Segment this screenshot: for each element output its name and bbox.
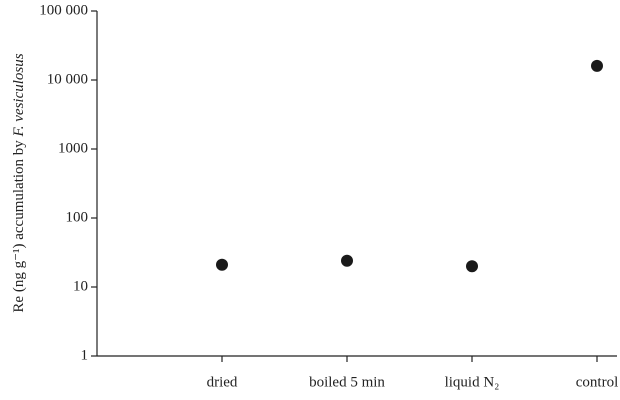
y-axis-label-species: F. vesiculosus: [11, 53, 27, 137]
data-point: [591, 59, 603, 72]
x-tick-label: dried: [207, 374, 238, 390]
y-tick-label: 10 000: [47, 71, 88, 87]
y-axis-label-text: Re (ng g⁻¹) accumulation by: [11, 136, 27, 312]
data-point: [466, 260, 478, 273]
y-tick-label: 100 000: [39, 2, 88, 18]
y-axis-label: Re (ng g⁻¹) accumulation by F. vesiculos…: [11, 53, 27, 312]
x-tick-label: liquid N₂: [445, 374, 500, 390]
y-tick-label: 1: [81, 347, 89, 363]
x-tick-label: boiled 5 min: [309, 374, 385, 390]
x-tick-label: control: [576, 374, 619, 390]
y-tick-label: 1000: [58, 140, 88, 156]
y-tick-label: 100: [66, 209, 89, 225]
data-point: [341, 254, 353, 267]
data-point: [216, 258, 228, 271]
y-tick-label: 10: [73, 278, 88, 294]
